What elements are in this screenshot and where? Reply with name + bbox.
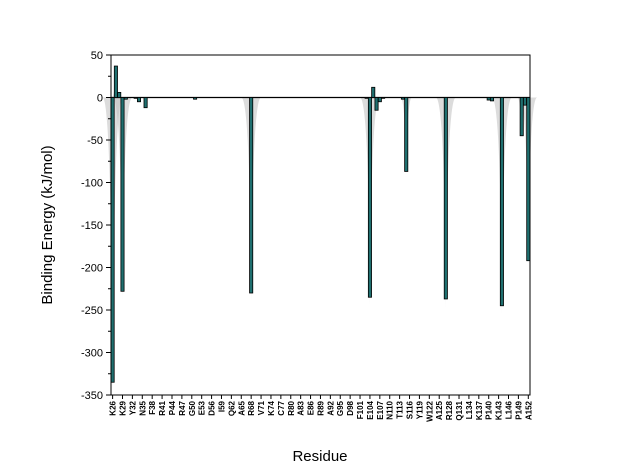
bar-28 <box>117 92 122 98</box>
bar-layer <box>110 65 531 383</box>
x-tick-label-3: N35 <box>138 400 147 415</box>
bar-141 <box>490 97 495 102</box>
bar-27 <box>113 65 118 98</box>
bar-103 <box>364 97 369 99</box>
x-tick-label-33: A125 <box>435 400 444 420</box>
x-tick-label-35: Q131 <box>455 400 464 420</box>
bar-127 <box>443 97 448 300</box>
bar-115 <box>404 97 409 172</box>
x-tick-label-42: A152 <box>524 400 533 420</box>
bar-34 <box>136 97 141 103</box>
bar-51 <box>193 97 198 100</box>
x-tick-label-7: R47 <box>178 400 187 415</box>
x-tick-label-10: D56 <box>208 400 217 415</box>
x-tick-label-28: N110 <box>386 400 395 419</box>
y-tick-label-5: -200 <box>81 263 103 275</box>
y-tick-label-8: -350 <box>81 390 103 402</box>
y-tick-label-6: -250 <box>81 305 103 317</box>
x-tick-label-26: E104 <box>366 400 375 419</box>
x-tick-label-12: Q62 <box>227 400 236 416</box>
bar-114 <box>400 97 405 100</box>
x-tick-label-41: P149 <box>514 400 523 419</box>
bar-105 <box>371 86 376 98</box>
x-tick-label-23: G95 <box>336 400 345 416</box>
bar-150 <box>519 97 524 137</box>
x-tick-label-15: V71 <box>257 400 266 415</box>
x-tick-label-8: G50 <box>188 400 197 416</box>
bar-33 <box>133 97 138 99</box>
x-tick-label-20: E86 <box>307 400 316 415</box>
x-tick-label-6: P44 <box>168 400 177 415</box>
y-tick-label-7: -300 <box>81 348 103 360</box>
x-tick-label-4: F38 <box>148 400 157 414</box>
x-tick-label-18: R80 <box>287 400 296 415</box>
x-tick-label-25: F101 <box>356 400 365 419</box>
x-axis-title: Residue <box>292 448 347 465</box>
x-tick-label-27: E107 <box>376 400 385 419</box>
y-axis-title: Binding Energy (kJ/mol) <box>39 145 56 304</box>
y-tick-label-0: 50 <box>91 50 103 62</box>
bar-144 <box>499 97 504 307</box>
bar-29 <box>120 97 125 292</box>
x-tick-label-21: R89 <box>316 400 325 415</box>
x-tick-label-37: K137 <box>475 400 484 420</box>
x-tick-label-31: Y119 <box>415 400 424 419</box>
x-tick-label-38: P140 <box>485 400 494 419</box>
y-tick-label-4: -150 <box>81 220 103 232</box>
bar-151 <box>523 97 528 106</box>
y-tick-label-1: 0 <box>97 93 103 105</box>
x-tick-label-39: K143 <box>495 400 504 420</box>
x-tick-label-32: W122 <box>425 400 434 421</box>
x-tick-label-24: D98 <box>346 400 355 415</box>
bar-107 <box>377 97 382 103</box>
bar-30 <box>123 97 128 100</box>
bar-152 <box>526 97 531 262</box>
x-tick-label-30: S116 <box>406 400 415 419</box>
y-tick-label-3: -100 <box>81 178 103 190</box>
x-tick-label-13: A65 <box>237 400 246 415</box>
bar-104 <box>367 97 372 298</box>
x-tick-label-19: A83 <box>297 400 306 415</box>
x-tick-label-34: R128 <box>445 400 454 420</box>
axes <box>110 54 531 396</box>
y-tick-label-2: -50 <box>87 135 103 147</box>
bar-68 <box>249 97 254 294</box>
x-tick-label-36: L134 <box>465 400 474 419</box>
bar-108 <box>381 97 386 99</box>
y-axis-ticks: 50 0 -50 -100 -150 -200 -250 -300 -350 <box>81 50 111 402</box>
x-tick-label-29: T113 <box>396 400 405 418</box>
x-tick-label-11: I59 <box>217 400 226 412</box>
x-axis-ticks: K26 K29 Y32 N35 F38 R41 P44 R47 G50 E53 D56 I59 Q62 A… <box>109 395 533 422</box>
bar-106 <box>374 97 379 111</box>
x-tick-label-16: K74 <box>267 400 276 415</box>
plot-frame <box>110 54 531 396</box>
x-tick-label-40: L146 <box>505 400 514 419</box>
x-tick-label-5: R41 <box>158 400 167 415</box>
error-band-layer <box>102 64 538 394</box>
x-tick-label-17: C77 <box>277 400 286 415</box>
x-tick-label-2: Y32 <box>128 400 137 415</box>
x-tick-label-0: K26 <box>109 400 118 415</box>
x-tick-label-9: E53 <box>198 400 207 415</box>
x-tick-label-22: A92 <box>326 400 335 415</box>
bar-140 <box>486 97 491 101</box>
x-tick-label-14: R68 <box>247 400 256 415</box>
x-tick-label-1: K29 <box>118 400 127 415</box>
bar-36 <box>143 97 148 109</box>
